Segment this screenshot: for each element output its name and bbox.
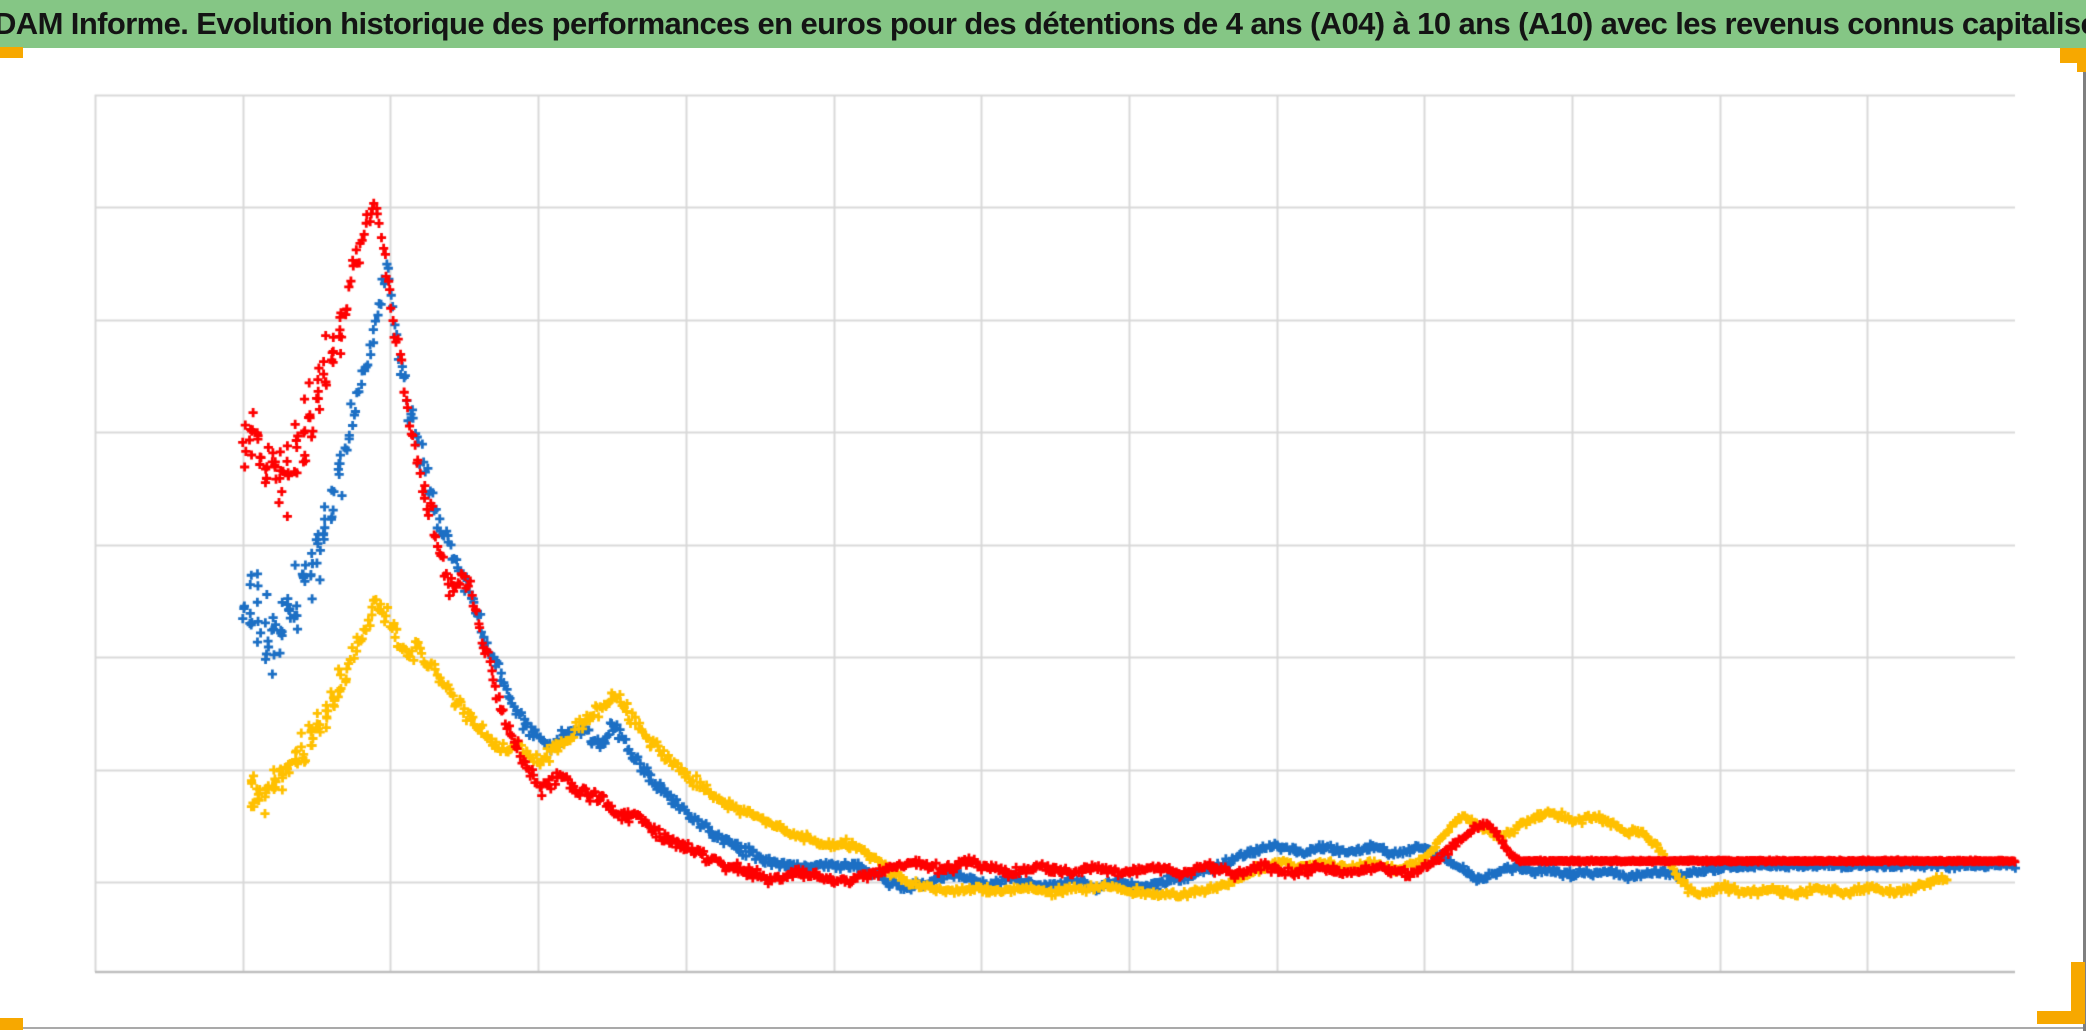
selection-handle-top-right-edge[interactable] [2077, 48, 2086, 72]
selection-handle-bottom-right[interactable] [2037, 1011, 2085, 1024]
selection-handle-top-left[interactable] [0, 47, 23, 58]
chart-title: ADAM Informe. Evolution historique des p… [0, 6, 2086, 41]
chart-title-bar: ADAM Informe. Evolution historique des p… [0, 0, 2086, 48]
window-bottom-edge [0, 1027, 2086, 1029]
selection-handle-bottom-right-edge[interactable] [2071, 962, 2085, 1024]
selection-handle-bottom-left[interactable] [0, 1018, 23, 1030]
window-right-border [2083, 48, 2086, 1031]
